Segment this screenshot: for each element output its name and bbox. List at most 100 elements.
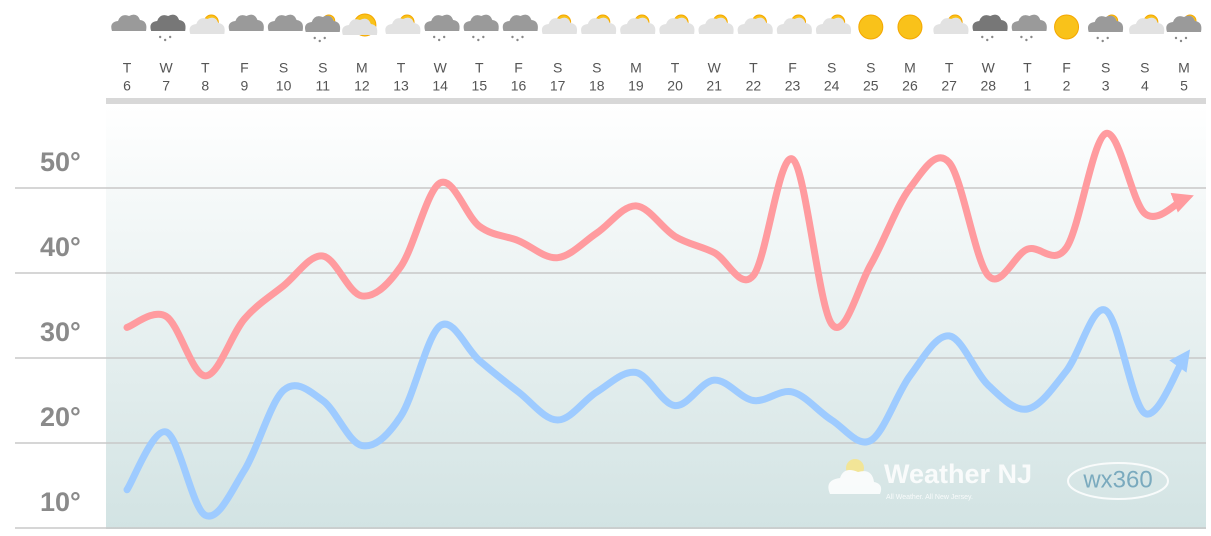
icon-drop <box>442 35 446 39</box>
x-tick-weekday: T <box>945 60 954 76</box>
x-tick-weekday: M <box>1178 60 1190 76</box>
weather-icon <box>463 14 499 42</box>
x-tick-date: 11 <box>315 78 330 94</box>
x-tick-weekday: T <box>749 60 758 76</box>
x-tick-weekday: F <box>1062 60 1071 76</box>
weather-icon <box>815 14 852 34</box>
weather-icon <box>267 14 303 31</box>
icon-cloud <box>1011 14 1047 31</box>
weather-icon <box>111 14 147 31</box>
watermark-logo: wx360 <box>1082 466 1152 493</box>
weather-icon <box>897 14 923 40</box>
x-tick-weekday: T <box>671 60 680 76</box>
watermark-brand: Weather NJ <box>884 459 1032 489</box>
x-tick-weekday: T <box>397 60 406 76</box>
logo-ring <box>1067 462 1169 500</box>
weather-icon <box>659 14 695 34</box>
x-tick-date: 6 <box>123 78 131 94</box>
plot-background <box>106 104 1206 529</box>
x-tick-date: 23 <box>785 78 801 94</box>
y-tick-label: 10° <box>40 487 81 517</box>
icon-drop <box>1096 36 1099 40</box>
y-tick-label: 50° <box>40 147 81 177</box>
x-tick-date: 21 <box>706 78 722 94</box>
icon-drop <box>981 35 984 39</box>
icon-cloud <box>385 17 421 34</box>
icon-cloud <box>933 17 969 34</box>
weather-icon <box>1054 14 1080 40</box>
weather-icon <box>858 14 884 40</box>
x-tick-date: 5 <box>1180 78 1188 94</box>
y-tick-label: 30° <box>40 317 81 347</box>
icon-sun <box>897 14 923 40</box>
icon-cloud <box>815 17 852 34</box>
x-tick-date: 8 <box>201 78 209 94</box>
x-tick-date: 26 <box>902 78 918 94</box>
x-tick-date: 7 <box>162 78 170 94</box>
x-tick-date: 3 <box>1102 78 1110 94</box>
icon-drop <box>516 38 519 42</box>
weather-icon <box>972 14 1008 42</box>
x-tick-weekday: S <box>318 60 327 76</box>
x-tick-weekday: W <box>982 60 996 76</box>
x-tick-date: 17 <box>550 78 566 94</box>
x-tick-date: 4 <box>1141 78 1149 94</box>
icon-cloud <box>1087 15 1124 32</box>
weather-icon <box>189 14 225 34</box>
weather-icon <box>1166 14 1202 43</box>
icon-drop <box>477 38 480 42</box>
x-tick-weekday: S <box>279 60 288 76</box>
icon-cloud <box>304 15 341 32</box>
x-tick-date: 9 <box>241 78 249 94</box>
x-tick-weekday: S <box>1101 60 1110 76</box>
icon-drop <box>1101 39 1104 43</box>
icon-drop <box>986 38 989 42</box>
x-tick-date: 2 <box>1063 78 1071 94</box>
x-tick-date: 22 <box>746 78 762 94</box>
icon-cloud <box>463 14 499 31</box>
watermark: Weather NJ All Weather. All New Jersey. … <box>828 459 1169 501</box>
weather-icon <box>385 14 421 34</box>
y-tick-label: 20° <box>40 402 81 432</box>
icon-sun <box>858 14 884 40</box>
icon-drop <box>1025 38 1028 42</box>
icon-drop <box>511 35 514 39</box>
x-tick-date: 10 <box>276 78 292 94</box>
watermark-tagline: All Weather. All New Jersey. <box>886 494 973 501</box>
weather-icon <box>1087 14 1124 43</box>
x-tick-weekday: S <box>592 60 601 76</box>
series-line <box>123 130 1194 380</box>
x-tick-date: 27 <box>941 78 957 94</box>
x-tick-date: 12 <box>354 78 370 94</box>
icon-drop <box>163 38 167 42</box>
weather-icon <box>620 14 656 34</box>
header-bar <box>106 98 1206 104</box>
x-tick-weekday: M <box>630 60 642 76</box>
x-tick-weekday: S <box>1140 60 1149 76</box>
x-tick-weekday: T <box>201 60 210 76</box>
icon-drop <box>168 35 172 39</box>
icon-cloud <box>581 17 617 34</box>
x-tick-date: 18 <box>589 78 605 94</box>
icon-drop <box>323 36 326 40</box>
icon-cloud <box>424 14 460 31</box>
weather-icon <box>304 14 341 43</box>
x-tick-weekday: F <box>240 60 249 76</box>
icon-cloud <box>698 17 734 34</box>
weather-icon <box>1011 14 1047 42</box>
icon-cloud <box>737 17 773 34</box>
icon-drop <box>318 39 321 43</box>
x-tick-date: 24 <box>824 78 840 94</box>
series-line <box>123 306 1191 520</box>
icon-cloud <box>150 14 186 31</box>
icon-drop <box>437 38 441 42</box>
x-tick-weekday: W <box>434 60 448 76</box>
x-tick-date: 19 <box>628 78 644 94</box>
weather-icon <box>933 14 969 34</box>
icon-drop <box>521 35 524 39</box>
icon-cloud <box>776 17 812 34</box>
x-tick-date: 15 <box>472 78 488 94</box>
x-tick-weekday: T <box>123 60 132 76</box>
icon-cloud <box>541 17 578 34</box>
